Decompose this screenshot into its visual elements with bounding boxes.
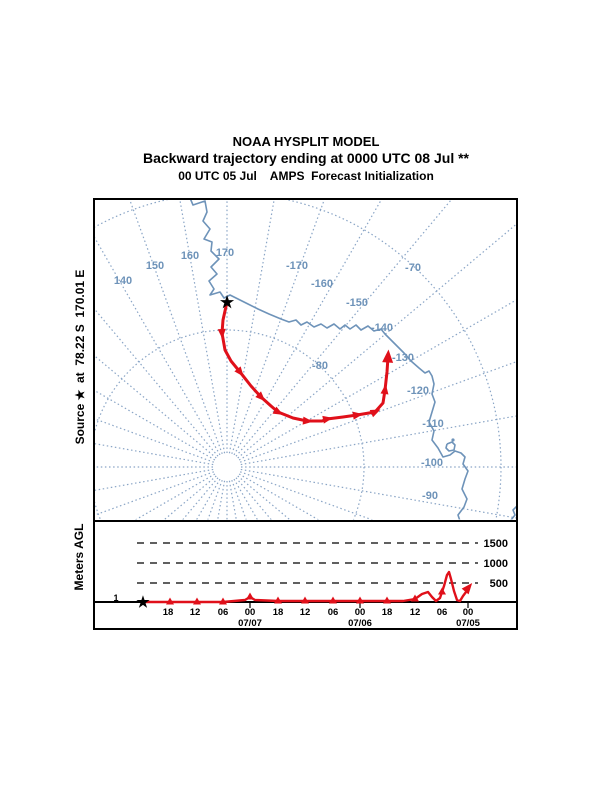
date-tick-label: 07/07 <box>238 618 262 629</box>
profile-source-star: ★ <box>136 594 150 611</box>
grid-label: -70 <box>405 262 421 274</box>
trajectory-number-label: 1 <box>113 593 118 603</box>
graticule-meridians <box>94 199 517 520</box>
hour-tick-label: 18 <box>163 607 174 618</box>
hour-tick-label: 06 <box>328 607 339 618</box>
height-gridline-label: 500 <box>490 578 508 590</box>
grid-label: -90 <box>422 490 438 502</box>
map-layer: 140 150 160 170 -170-160 -150 -140 -130 -120 -110… <box>94 199 517 520</box>
grid-label: -100 <box>421 457 443 469</box>
grid-label: -170 <box>286 260 308 272</box>
grid-label: -110 <box>422 418 443 430</box>
hour-tick-label: 00 <box>463 607 474 618</box>
trajectory-map-path <box>217 300 394 425</box>
hour-tick-label: 12 <box>410 607 421 618</box>
hour-tick-label: 06 <box>437 607 448 618</box>
grid-label: -140 <box>371 322 393 334</box>
source-location-label: Source ★ at 78.22 S 170.01 E <box>73 269 87 445</box>
antarctic-coastline <box>189 199 517 520</box>
height-gridline-label: 1000 <box>484 558 508 570</box>
grid-label: 150 <box>146 260 164 272</box>
hour-tick-label: 18 <box>273 607 284 618</box>
grid-label: 170 <box>216 247 234 259</box>
grid-label: -80 <box>312 360 328 372</box>
date-tick-label: 07/06 <box>348 618 372 629</box>
initialization-subtitle: 00 UTC 05 Jul AMPS Forecast Initializati… <box>178 169 434 183</box>
date-tick-label: 07/05 <box>456 618 480 629</box>
grid-label: 140 <box>114 275 132 287</box>
grid-label: -160 <box>311 278 333 290</box>
model-title: NOAA HYSPLIT MODEL <box>232 134 380 149</box>
map-border <box>93 198 518 522</box>
hour-tick-label: 12 <box>300 607 311 618</box>
hour-tick-label: 00 <box>355 607 366 618</box>
profile-border <box>93 520 518 630</box>
meters-agl-axis-label: Meters AGL <box>72 523 86 591</box>
height-gridline-label: 1500 <box>484 538 508 550</box>
hour-tick-label: 06 <box>218 607 229 618</box>
graticule-latitude-circles <box>94 199 502 520</box>
source-star-marker: ★ <box>220 295 235 312</box>
grid-label: -150 <box>346 297 368 309</box>
grid-label: 160 <box>181 250 199 262</box>
hour-tick-label: 00 <box>245 607 256 618</box>
grid-label: -130 <box>392 352 414 364</box>
hour-tick-label: 18 <box>382 607 393 618</box>
trajectory-ending-title: Backward trajectory ending at 0000 UTC 0… <box>142 150 469 166</box>
hour-tick-label: 12 <box>190 607 201 618</box>
trajectory-figure: 140 150 160 170 -170-160 -150 -140 -130 -120 -110… <box>93 198 518 630</box>
grid-label: -120 <box>407 385 429 397</box>
map-grid-labels: 140 150 160 170 -170-160 -150 -140 -130 -120 -110… <box>114 247 444 502</box>
